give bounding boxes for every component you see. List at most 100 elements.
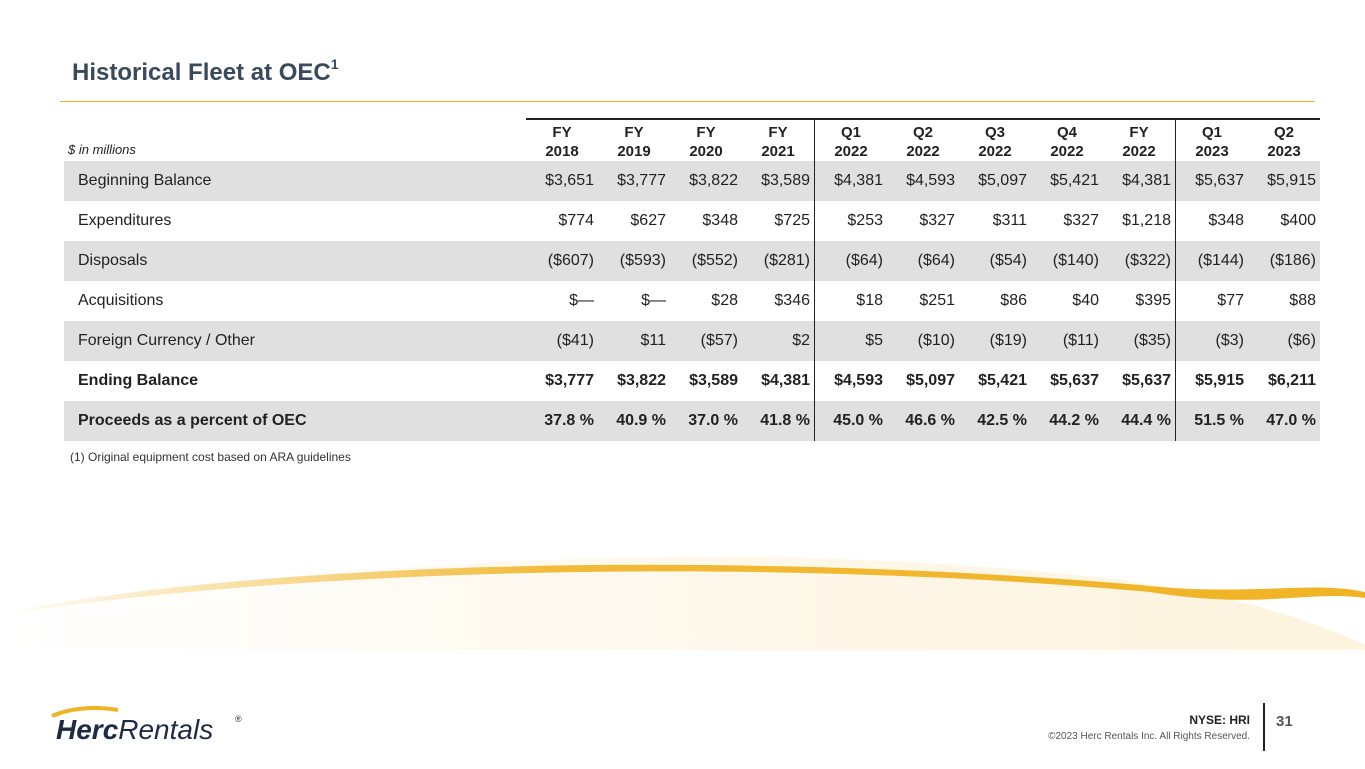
table-cell: $4,593 <box>834 372 883 389</box>
footnote: (1) Original equipment cost based on ARA… <box>70 450 351 464</box>
logo-rentals: Rentals <box>118 714 214 745</box>
table-cell: $5,915 <box>1195 372 1244 389</box>
table-cell: $3,589 <box>689 372 738 389</box>
table-cell: $395 <box>1103 281 1176 321</box>
table-cell: 40.9 % <box>598 401 670 441</box>
table-row: Ending Balance $3,777 $3,822 $3,589 $4,381 $4… <box>64 361 1320 401</box>
table-cell: ($41) <box>526 321 598 361</box>
table-row: Disposals ($607) ($593) ($552) ($281) ($64) ($… <box>64 241 1320 281</box>
table-cell: ($54) <box>959 241 1031 281</box>
col-header-year: 2022 <box>978 143 1012 160</box>
row-label: Beginning Balance <box>64 161 526 201</box>
col-header-period: Q3 <box>984 124 1005 141</box>
table-cell: $3,651 <box>526 161 598 201</box>
table-cell: ($11) <box>1031 321 1103 361</box>
col-header-year: 2019 <box>617 143 651 160</box>
col-header-year: 2022 <box>1050 143 1084 160</box>
table-cell: $327 <box>1063 212 1099 229</box>
table-cell: ($552) <box>670 241 742 281</box>
table-cell: 45.0 % <box>814 401 887 441</box>
table-cell: ($140) <box>1031 241 1103 281</box>
table-row: Beginning Balance $3,651 $3,777 $3,822 $3,58… <box>64 161 1320 201</box>
col-header-year: 2018 <box>545 143 579 160</box>
table-cell: 42.5 % <box>959 401 1031 441</box>
table-cell: $6,211 <box>1267 372 1316 389</box>
row-label: Acquisitions <box>78 292 164 309</box>
table-row: Expenditures $774 $627 $348 $725 $253 $327 $311… <box>64 201 1320 241</box>
table-cell: 44.4 % <box>1103 401 1176 441</box>
table-cell: ($10) <box>887 321 959 361</box>
ticker-symbol: NYSE: HRI <box>1189 713 1250 727</box>
table-cell: $77 <box>1217 292 1244 309</box>
logo-arc-icon <box>51 706 119 718</box>
decorative-swoosh <box>0 556 1365 650</box>
col-header-period: FY <box>552 124 572 141</box>
col-header-year: 2023 <box>1267 143 1301 160</box>
col-header: FY 2021 <box>742 118 815 161</box>
table-cell: $4,381 <box>814 161 887 201</box>
table-cell: ($3) <box>1175 321 1248 361</box>
col-header-year: 2022 <box>1122 143 1156 160</box>
table-cell: $3,777 <box>545 372 594 389</box>
table-cell: 37.0 % <box>670 401 742 441</box>
table-cell: $627 <box>630 212 666 229</box>
table-cell: ($144) <box>1175 241 1248 281</box>
page-title: Historical Fleet at OEC1 <box>72 56 339 87</box>
table-row: Proceeds as a percent of OEC 37.8 % 40.9 %… <box>64 401 1320 441</box>
table-cell: $4,593 <box>887 161 959 201</box>
table-cell: ($35) <box>1103 321 1176 361</box>
herc-rentals-logo: HercRentals ® <box>46 706 256 750</box>
table-cell: 44.2 % <box>1031 401 1103 441</box>
table-cell: $5,637 <box>1103 361 1176 401</box>
footnote-mark: 1 <box>330 56 339 72</box>
table-cell: ($607) <box>526 241 598 281</box>
col-header: FY 2022 <box>1103 118 1176 161</box>
table-cell: $311 <box>992 212 1027 229</box>
table-cell: ($186) <box>1248 241 1320 281</box>
col-header-year: 2022 <box>834 143 868 160</box>
table-cell: ($64) <box>814 241 887 281</box>
col-header: Q2 2023 <box>1248 118 1320 161</box>
col-header-year: 2023 <box>1195 143 1229 160</box>
col-header: Q1 2022 <box>814 118 887 161</box>
page-title-text: Historical Fleet at OEC <box>72 59 331 86</box>
col-header: FY 2019 <box>598 118 670 161</box>
table-cell: 47.0 % <box>1248 401 1320 441</box>
table-cell: $— <box>569 292 594 309</box>
table-cell: $88 <box>1289 292 1316 309</box>
table-cell: $— <box>641 292 666 309</box>
row-label: Foreign Currency / Other <box>64 321 526 361</box>
table-row: Acquisitions $— $— $28 $346 $18 $251 $86 $40 $395… <box>64 281 1320 321</box>
table-cell: $11 <box>598 321 670 361</box>
table-cell: $5,637 <box>1175 161 1248 201</box>
col-header-period: Q2 <box>1273 124 1294 141</box>
table-cell: ($19) <box>959 321 1031 361</box>
table-cell: $5,915 <box>1248 161 1320 201</box>
col-header-year: 2022 <box>906 143 940 160</box>
table-cell: $348 <box>1208 212 1244 229</box>
table-row: Foreign Currency / Other ($41) $11 ($57) $2 $… <box>64 321 1320 361</box>
table-cell: $3,822 <box>617 372 666 389</box>
footer-divider <box>1263 703 1265 751</box>
table-cell: $774 <box>558 212 594 229</box>
col-header: Q4 2022 <box>1031 118 1103 161</box>
title-divider <box>60 101 1315 102</box>
table-cell: 51.5 % <box>1175 401 1248 441</box>
copyright: ©2023 Herc Rentals Inc. All Rights Reser… <box>1048 731 1250 742</box>
col-header: FY 2018 <box>526 118 598 161</box>
table-cell: ($281) <box>742 241 815 281</box>
table-cell: $3,589 <box>742 161 815 201</box>
table-cell: $348 <box>702 212 738 229</box>
table-cell: $2 <box>742 321 815 361</box>
table-cell: $5 <box>814 321 887 361</box>
table-cell: $28 <box>711 292 738 309</box>
table-cell: 46.6 % <box>887 401 959 441</box>
table-cell: $4,381 <box>1103 161 1176 201</box>
table-cell: 37.8 % <box>526 401 598 441</box>
col-header: Q3 2022 <box>959 118 1031 161</box>
col-header-period: FY <box>1129 124 1149 141</box>
col-header: FY 2020 <box>670 118 742 161</box>
col-header-period: FY <box>768 124 788 141</box>
col-header-period: Q1 <box>840 124 861 141</box>
table-cell: ($593) <box>598 241 670 281</box>
